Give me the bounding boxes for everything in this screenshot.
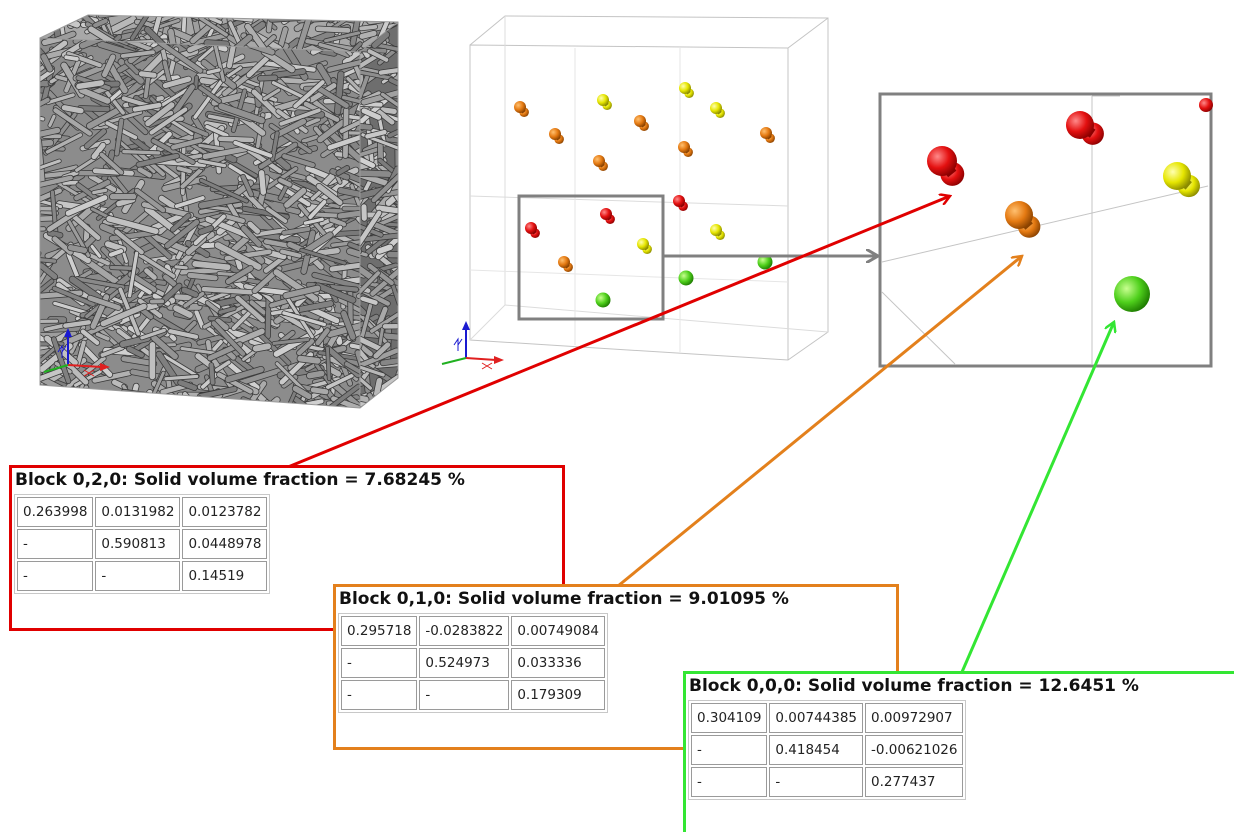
table-cell: 0.277437 <box>865 767 964 797</box>
arrow-block-0-0-0 <box>960 322 1114 673</box>
table-cell: -0.0283822 <box>419 616 510 646</box>
table-cell: - <box>691 767 768 797</box>
table-row: 0.295718 -0.0283822 0.00749084 <box>341 616 605 646</box>
table-cell: - <box>419 680 510 710</box>
fiber-structure-render <box>39 14 399 409</box>
sphere-grid-cube <box>469 15 829 361</box>
table-cell: -0.00621026 <box>865 735 964 765</box>
block-0-2-0-title: Block 0,2,0: Solid volume fraction = 7.6… <box>15 470 465 490</box>
table-cell: 0.0448978 <box>182 529 268 559</box>
sphere-markers <box>514 82 775 308</box>
table-cell: 0.590813 <box>95 529 181 559</box>
table-cell: 0.00749084 <box>511 616 605 646</box>
zoomed-sphere-markers <box>927 98 1213 312</box>
zoomed-view-panel <box>878 92 1213 368</box>
table-row: - - 0.277437 <box>691 767 964 797</box>
table-cell: - <box>17 529 94 559</box>
table-cell: - <box>341 680 418 710</box>
table-row: - - 0.179309 <box>341 680 605 710</box>
table-cell: - <box>95 561 181 591</box>
axis-triad-middle <box>441 321 504 370</box>
table-cell: 0.418454 <box>769 735 864 765</box>
table-cell: 0.033336 <box>511 648 605 678</box>
table-cell: - <box>17 561 94 591</box>
table-cell: 0.304109 <box>691 703 768 733</box>
table-cell: 0.0123782 <box>182 497 268 527</box>
block-0-0-0-panel: Block 0,0,0: Solid volume fraction = 12.… <box>683 671 1234 832</box>
block-0-0-0-tensor-table: 0.304109 0.00744385 0.00972907 - 0.41845… <box>688 700 967 800</box>
selection-rectangle <box>517 194 665 321</box>
table-row: 0.304109 0.00744385 0.00972907 <box>691 703 964 733</box>
block-0-2-0-tensor-table: 0.263998 0.0131982 0.0123782 - 0.590813 … <box>14 494 271 594</box>
table-cell: 0.524973 <box>419 648 510 678</box>
table-row: - 0.524973 0.033336 <box>341 648 605 678</box>
table-cell: 0.00744385 <box>769 703 864 733</box>
block-0-1-0-tensor-table: 0.295718 -0.0283822 0.00749084 - 0.52497… <box>338 613 608 713</box>
table-cell: 0.14519 <box>182 561 268 591</box>
block-0-0-0-title: Block 0,0,0: Solid volume fraction = 12.… <box>689 676 1139 696</box>
table-row: - 0.590813 0.0448978 <box>17 529 268 559</box>
block-0-1-0-title: Block 0,1,0: Solid volume fraction = 9.0… <box>339 589 789 609</box>
table-cell: 0.295718 <box>341 616 418 646</box>
table-row: - 0.418454 -0.00621026 <box>691 735 964 765</box>
table-cell: - <box>769 767 864 797</box>
axis-triad-left <box>43 328 110 377</box>
table-row: 0.263998 0.0131982 0.0123782 <box>17 497 268 527</box>
table-cell: - <box>691 735 768 765</box>
table-cell: 0.263998 <box>17 497 94 527</box>
arrow-block-0-1-0 <box>617 256 1022 588</box>
table-cell: - <box>341 648 418 678</box>
table-cell: 0.179309 <box>511 680 605 710</box>
table-cell: 0.00972907 <box>865 703 964 733</box>
table-row: - - 0.14519 <box>17 561 268 591</box>
table-cell: 0.0131982 <box>95 497 181 527</box>
arrow-block-0-2-0 <box>287 196 950 469</box>
